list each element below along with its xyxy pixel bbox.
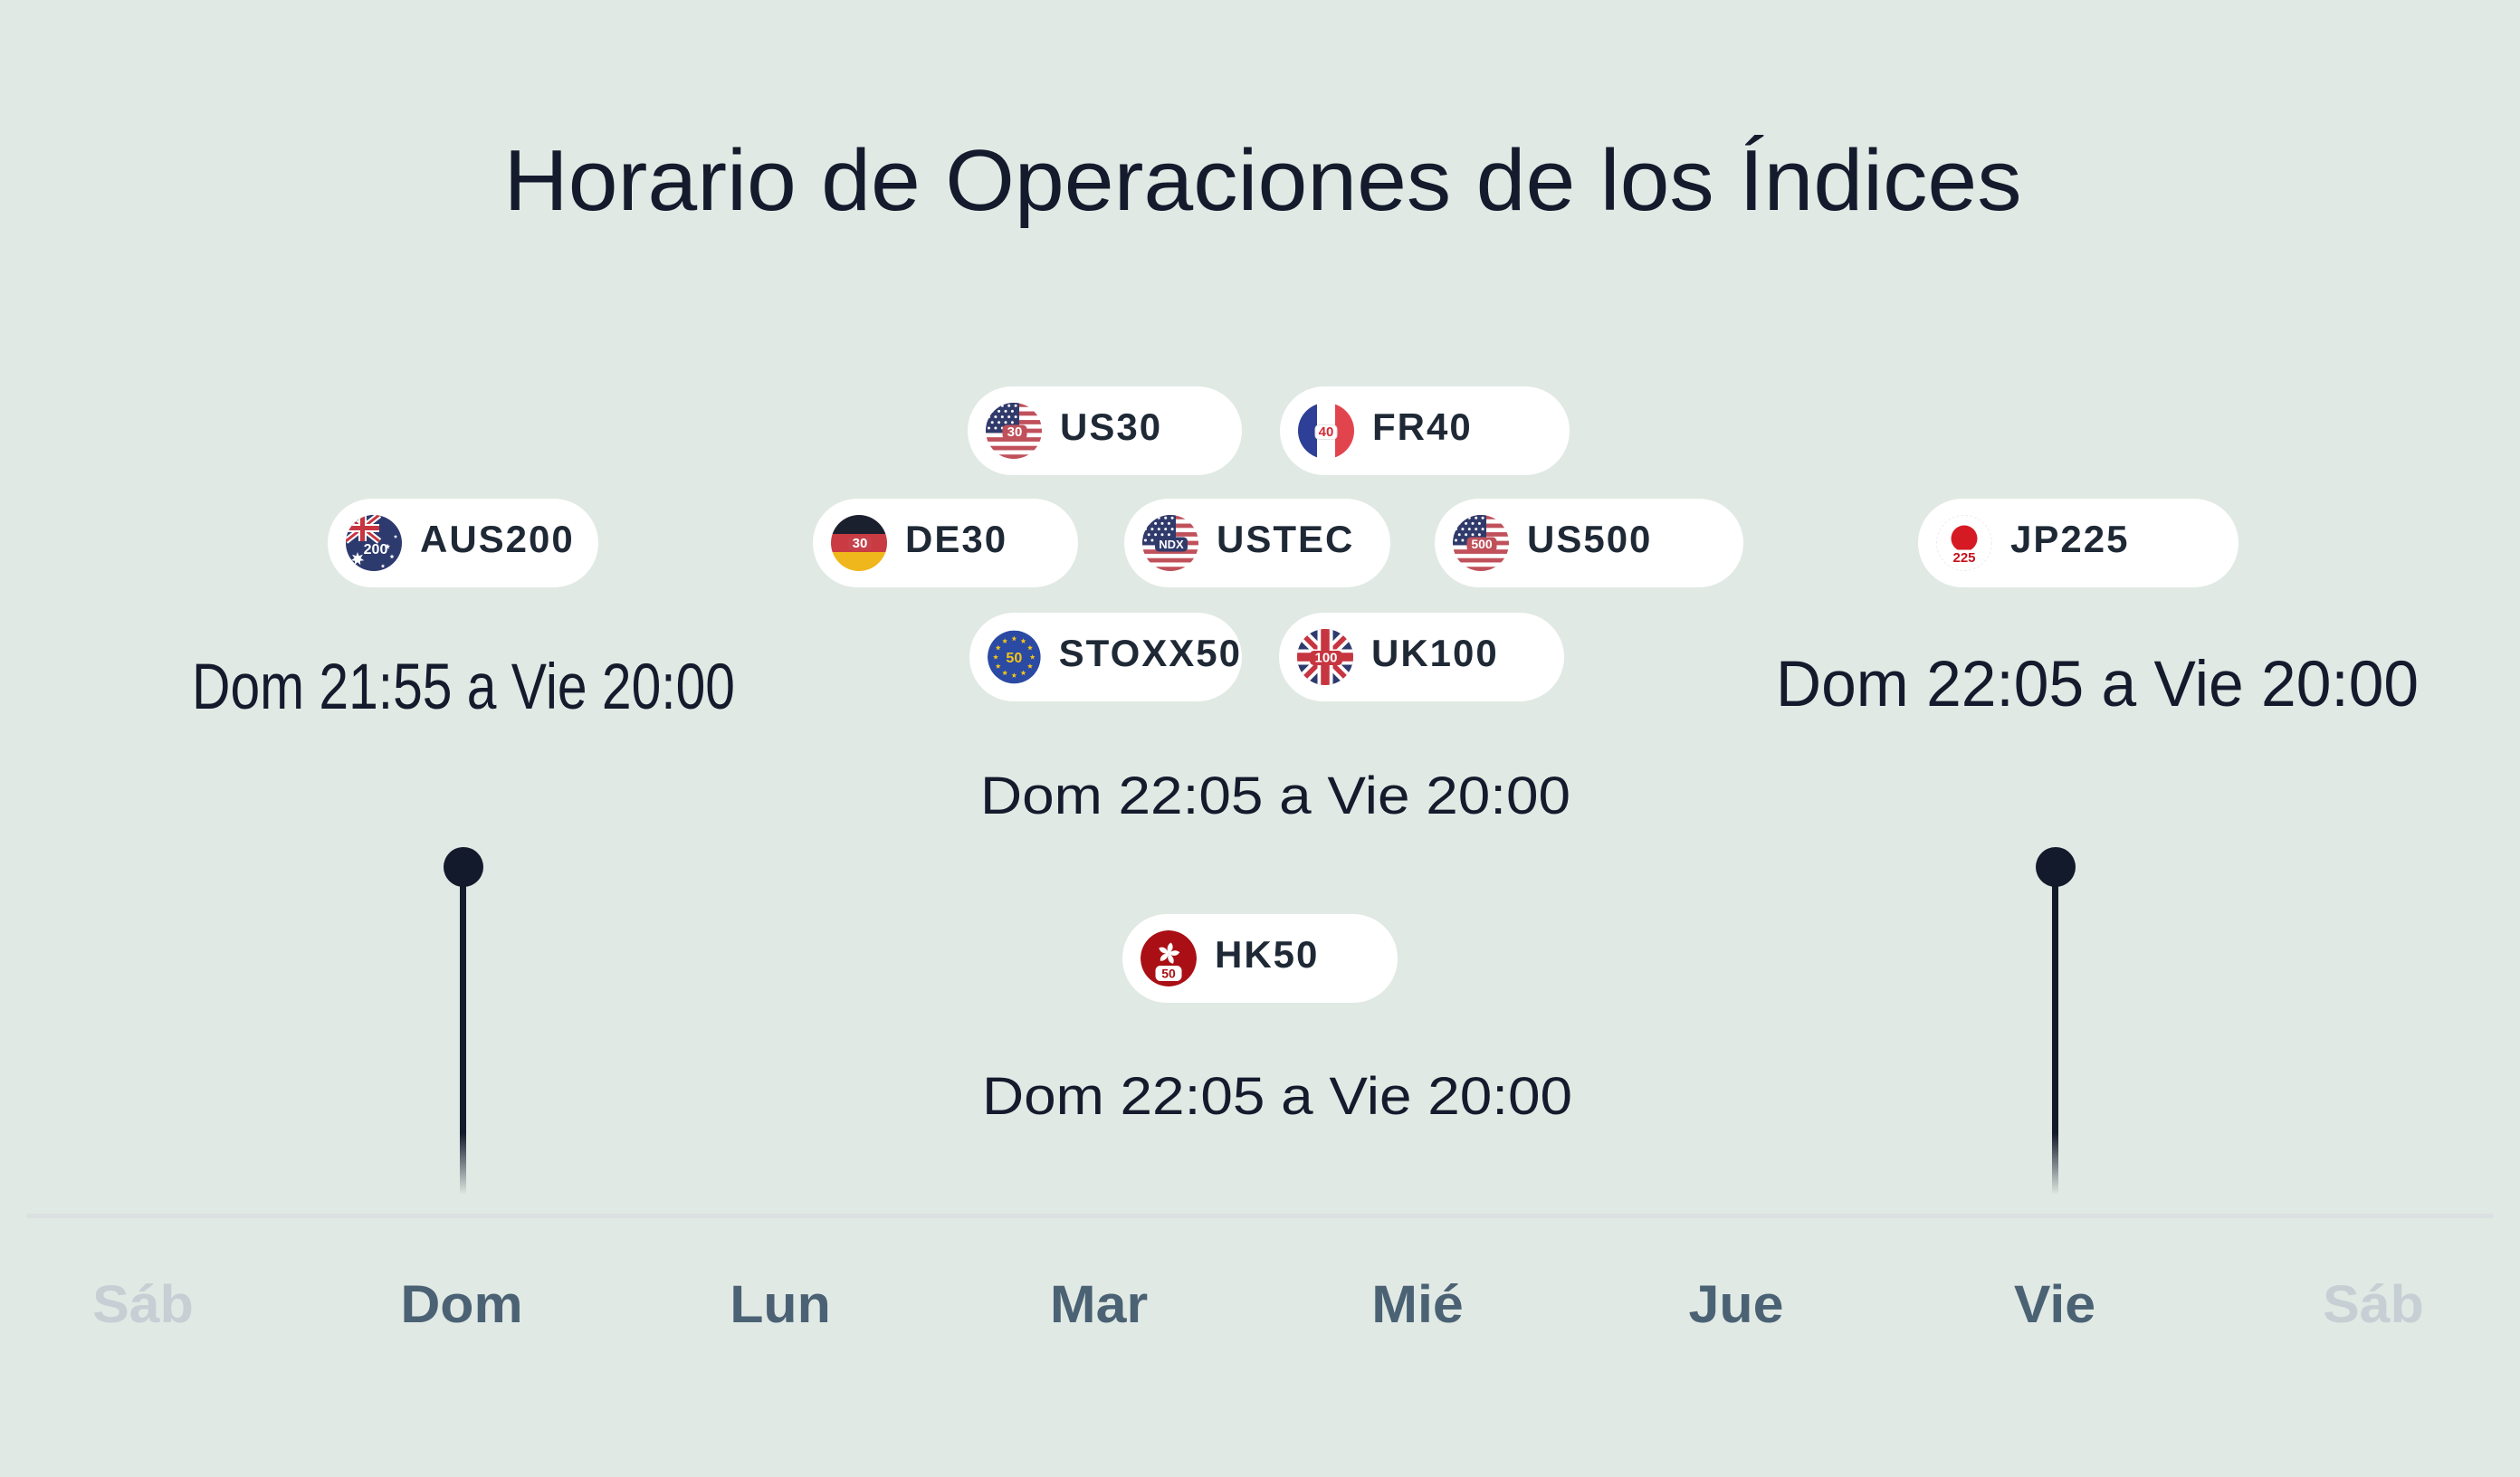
svg-text:200: 200: [364, 542, 388, 557]
svg-text:NDX: NDX: [1159, 538, 1184, 551]
svg-text:30: 30: [853, 536, 868, 551]
svg-text:50: 50: [1161, 967, 1176, 981]
svg-text:225: 225: [1952, 550, 1975, 566]
svg-text:50: 50: [1006, 650, 1022, 666]
svg-text:500: 500: [1471, 537, 1493, 551]
svg-text:40: 40: [1319, 424, 1334, 440]
svg-text:100: 100: [1314, 651, 1337, 666]
svg-text:30: 30: [1007, 424, 1023, 440]
